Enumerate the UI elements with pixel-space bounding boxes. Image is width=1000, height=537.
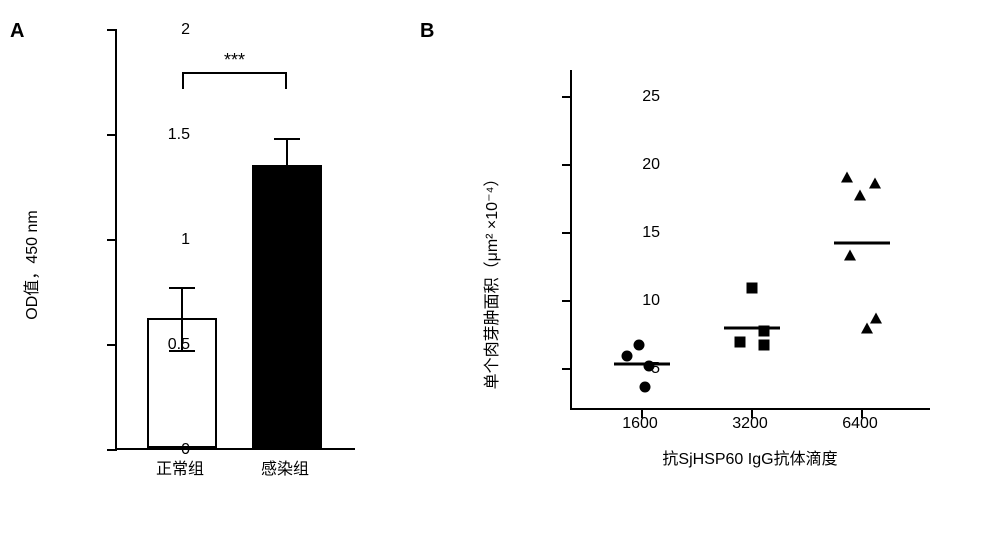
panelB-point (869, 177, 881, 188)
panelA-yticklabel: 1.5 (130, 126, 190, 144)
panelA-errorbar (286, 139, 288, 189)
panelA-ylabel: OD值，450 nm (18, 210, 42, 319)
panelA-errorcap (169, 287, 195, 289)
panelA-bar (252, 165, 322, 449)
panelB-label: B (420, 20, 434, 43)
panelB-yticklabel: 5 (610, 360, 660, 378)
panelB-point (870, 312, 882, 323)
panelA-yticklabel: 2 (130, 21, 190, 39)
panelA-ytick (107, 449, 117, 451)
panelA-ytick (107, 134, 117, 136)
panelB-point (861, 323, 873, 334)
panelB-ytick (562, 164, 572, 166)
panelA-errorcap (274, 138, 300, 140)
panelA-label: A (10, 20, 24, 43)
panelB-yticklabel: 10 (610, 292, 660, 310)
panelA-ytick (107, 239, 117, 241)
panelB-scatter: 单个肉芽肿面积（μm² ×10⁻⁴） 抗SjHSP60 IgG抗体滴度 5101… (500, 60, 960, 500)
panelB-mean-line (724, 327, 780, 330)
panelB-ytick (562, 368, 572, 370)
panelB-point (747, 282, 758, 293)
panelB-ytick (562, 300, 572, 302)
panelB-yticklabel: 25 (610, 88, 660, 106)
panelB-ytick (562, 232, 572, 234)
panelA-ytick (107, 29, 117, 31)
panelB-point (854, 190, 866, 201)
panelA-sig-bracket (182, 72, 287, 89)
panelB-point (844, 249, 856, 260)
panelA-xticklabel: 感染组 (255, 455, 315, 479)
panelA-sig-text: *** (224, 50, 245, 71)
panelB-point (634, 339, 645, 350)
panelA-yticklabel: 1 (130, 231, 190, 249)
panelB-ytick (562, 96, 572, 98)
panelB-point (759, 339, 770, 350)
panelB-point (640, 381, 651, 392)
panelA-ytick (107, 344, 117, 346)
panelB-xticklabel: 6400 (842, 415, 878, 433)
panelB-mean-line (834, 241, 890, 244)
panelB-xticklabel: 1600 (622, 415, 658, 433)
panelB-xticklabel: 3200 (732, 415, 768, 433)
panelA-barchart: OD值，450 nm *** 00.511.52正常组感染组 (60, 30, 380, 500)
panelB-point (841, 172, 853, 183)
panelA-errorcap (274, 189, 300, 191)
panelB-ylabel: 单个肉芽肿面积（μm² ×10⁻⁴） (478, 171, 502, 390)
panelA-yticklabel: 0.5 (130, 336, 190, 354)
panelA-xticklabel: 正常组 (150, 455, 210, 479)
panelB-point (735, 337, 746, 348)
panelB-yticklabel: 15 (610, 224, 660, 242)
panelB-yticklabel: 20 (610, 156, 660, 174)
panelB-xlabel: 抗SjHSP60 IgG抗体滴度 (570, 445, 930, 469)
